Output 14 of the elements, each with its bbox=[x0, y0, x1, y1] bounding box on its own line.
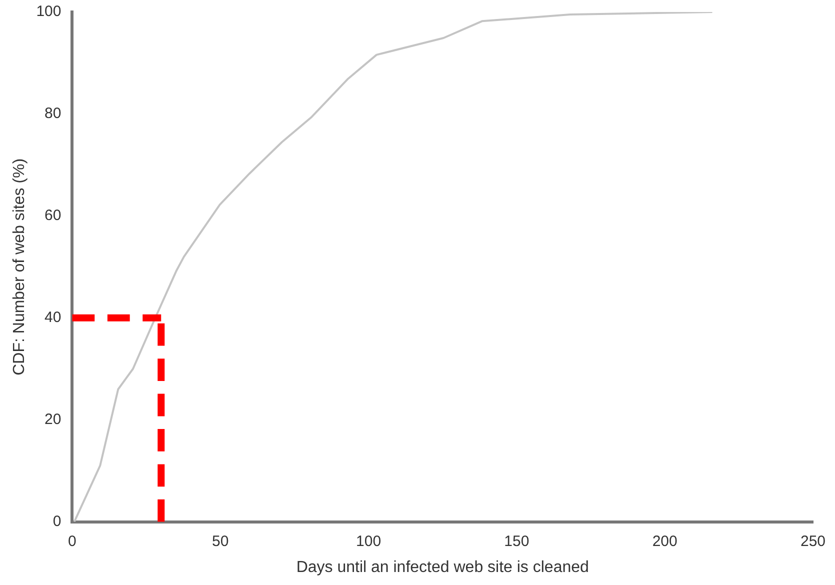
y-tick-label: 100 bbox=[36, 3, 62, 20]
x-tick-label: 250 bbox=[800, 532, 826, 550]
y-tick-label: 20 bbox=[44, 410, 62, 428]
x-tick-label: 150 bbox=[504, 532, 530, 550]
x-tick-label: 200 bbox=[652, 532, 678, 550]
x-tick-label: 0 bbox=[68, 532, 76, 550]
y-axis-title: CDF: Number of web sites (%) bbox=[11, 158, 28, 376]
y-tick-label: 80 bbox=[44, 105, 62, 122]
x-tick-label: 100 bbox=[356, 532, 382, 550]
y-tick-label: 60 bbox=[44, 207, 62, 224]
x-axis-title: Days until an infected web site is cleaned bbox=[296, 558, 589, 576]
x-tick-label: 50 bbox=[212, 532, 229, 550]
y-tick-label: 40 bbox=[44, 309, 62, 326]
y-tick-label: 0 bbox=[52, 512, 62, 530]
